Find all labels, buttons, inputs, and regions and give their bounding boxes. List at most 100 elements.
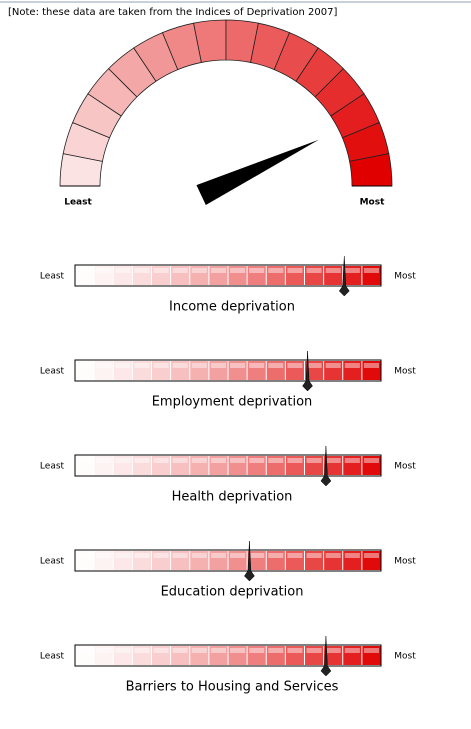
bar-segment [343,456,362,475]
bar-gloss [210,268,226,273]
bar-segment [209,266,228,285]
bar-segment [190,361,209,380]
bar-gloss [249,363,265,368]
bar-gloss [77,458,93,463]
max-label: Most [394,652,416,662]
bar-gloss [134,458,150,463]
bar-needle [302,350,313,392]
bar-gloss [268,268,284,273]
bar-gloss [96,553,112,558]
bar-gloss [268,458,284,463]
bar-segment [75,266,94,285]
bar-gloss [363,458,379,463]
bar-segment [171,456,190,475]
bar-gloss [344,553,360,558]
bar-needle [244,540,255,582]
bar-gloss [268,648,284,653]
bar-gloss [115,458,131,463]
bar-gloss [172,268,188,273]
bar-segment [132,551,151,570]
max-label: Most [394,557,416,567]
bar-gloss [115,268,131,273]
bar-gloss [306,268,322,273]
bar-segment [94,646,113,665]
min-label: Least [40,462,65,472]
bar-gloss [191,458,207,463]
bar-segment [75,551,94,570]
bar-gloss [306,648,322,653]
bar-segment [152,551,171,570]
bar-gloss [96,268,112,273]
bar-segment [113,266,132,285]
bar-gloss [249,458,265,463]
bar-segment [113,361,132,380]
bar-segment [247,646,266,665]
bar-gloss [306,553,322,558]
bar-segment [247,266,266,285]
bar-title: Education deprivation [161,585,304,600]
bar-segment [324,266,343,285]
bar-segment [228,551,247,570]
bar-segment [324,551,343,570]
bar-segment [266,456,285,475]
bar-gloss [287,268,303,273]
bar-gloss [210,553,226,558]
bar-segment [362,551,381,570]
bar-segment [266,646,285,665]
bar-gloss [363,268,379,273]
bar-segment [247,456,266,475]
bar-segment [209,361,228,380]
bar-gloss [115,363,131,368]
bar-segment [152,266,171,285]
bar-segment [75,456,94,475]
bar-segment [171,361,190,380]
bar-frame [74,644,382,667]
bar-segment [228,266,247,285]
bar-gloss [287,363,303,368]
bar-gloss [191,648,207,653]
bar-gloss [115,553,131,558]
bar-gloss [325,553,341,558]
bar-segment [152,646,171,665]
bar-segment [113,551,132,570]
bar-segment [209,551,228,570]
bar-segment [132,266,151,285]
bar-segment [343,361,362,380]
bar-segment [324,361,343,380]
bar-segment [94,456,113,475]
bar-gloss [363,363,379,368]
bar-segment [75,361,94,380]
bar-gloss [172,648,188,653]
bar-gloss [191,363,207,368]
bar-title: Barriers to Housing and Services [126,680,339,695]
bar-segment [362,266,381,285]
min-label: Least [40,557,65,567]
bar-gloss [210,458,226,463]
bar-needle [338,255,350,297]
bar-segment [285,361,304,380]
bar-gloss [363,648,379,653]
bar-segment [305,361,324,380]
bar-gloss [230,458,246,463]
bar-segment [171,646,190,665]
bar-gloss [249,268,265,273]
bar-segment [190,456,209,475]
bar-frame [74,264,382,287]
bar-segment [94,266,113,285]
bar-gloss [77,553,93,558]
bar-segment [94,551,113,570]
bar-gloss [134,363,150,368]
bar-segment [362,646,381,665]
bar-segment [152,456,171,475]
bar-gloss [325,363,341,368]
bar-needle [320,635,332,677]
bar-segment [266,266,285,285]
min-label: Least [64,198,92,208]
bar-gloss [77,363,93,368]
bar-gloss [268,363,284,368]
bar-gloss [249,648,265,653]
bar-gloss [363,553,379,558]
bar-gloss [210,363,226,368]
bar-gloss [153,363,169,368]
bar-gloss [77,648,93,653]
